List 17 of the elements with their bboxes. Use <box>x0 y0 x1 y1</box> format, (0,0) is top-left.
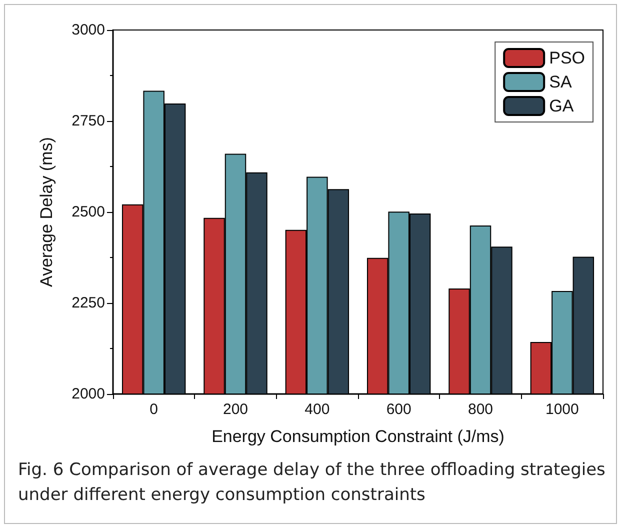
x-tick-label: 800 <box>468 401 494 418</box>
y-tick-label: 2000 <box>72 386 105 402</box>
x-tick-label: 600 <box>386 401 412 418</box>
y-tick-label: 2500 <box>72 204 105 220</box>
x-tick-label: 200 <box>222 401 248 418</box>
y-tick-label: 2750 <box>72 112 105 130</box>
legend-label: SA <box>549 72 572 92</box>
x-axis-title: Energy Consumption Constraint (J/ms) <box>212 427 504 446</box>
y-axis-title: Average Delay (ms) <box>37 137 56 287</box>
caption: Fig. 6 Comparison of average delay of the three offloading strategies under different energy consumption constraints <box>18 459 606 507</box>
legend-label: PSO <box>549 48 586 68</box>
x-tick-label: 1000 <box>545 401 579 418</box>
y-tick-label: 2250 <box>72 294 105 312</box>
x-tick-label: 0 <box>150 401 158 418</box>
legend-label: GA <box>549 96 574 116</box>
y-tick-label: 3000 <box>72 22 105 38</box>
x-tick-label: 400 <box>304 401 330 418</box>
